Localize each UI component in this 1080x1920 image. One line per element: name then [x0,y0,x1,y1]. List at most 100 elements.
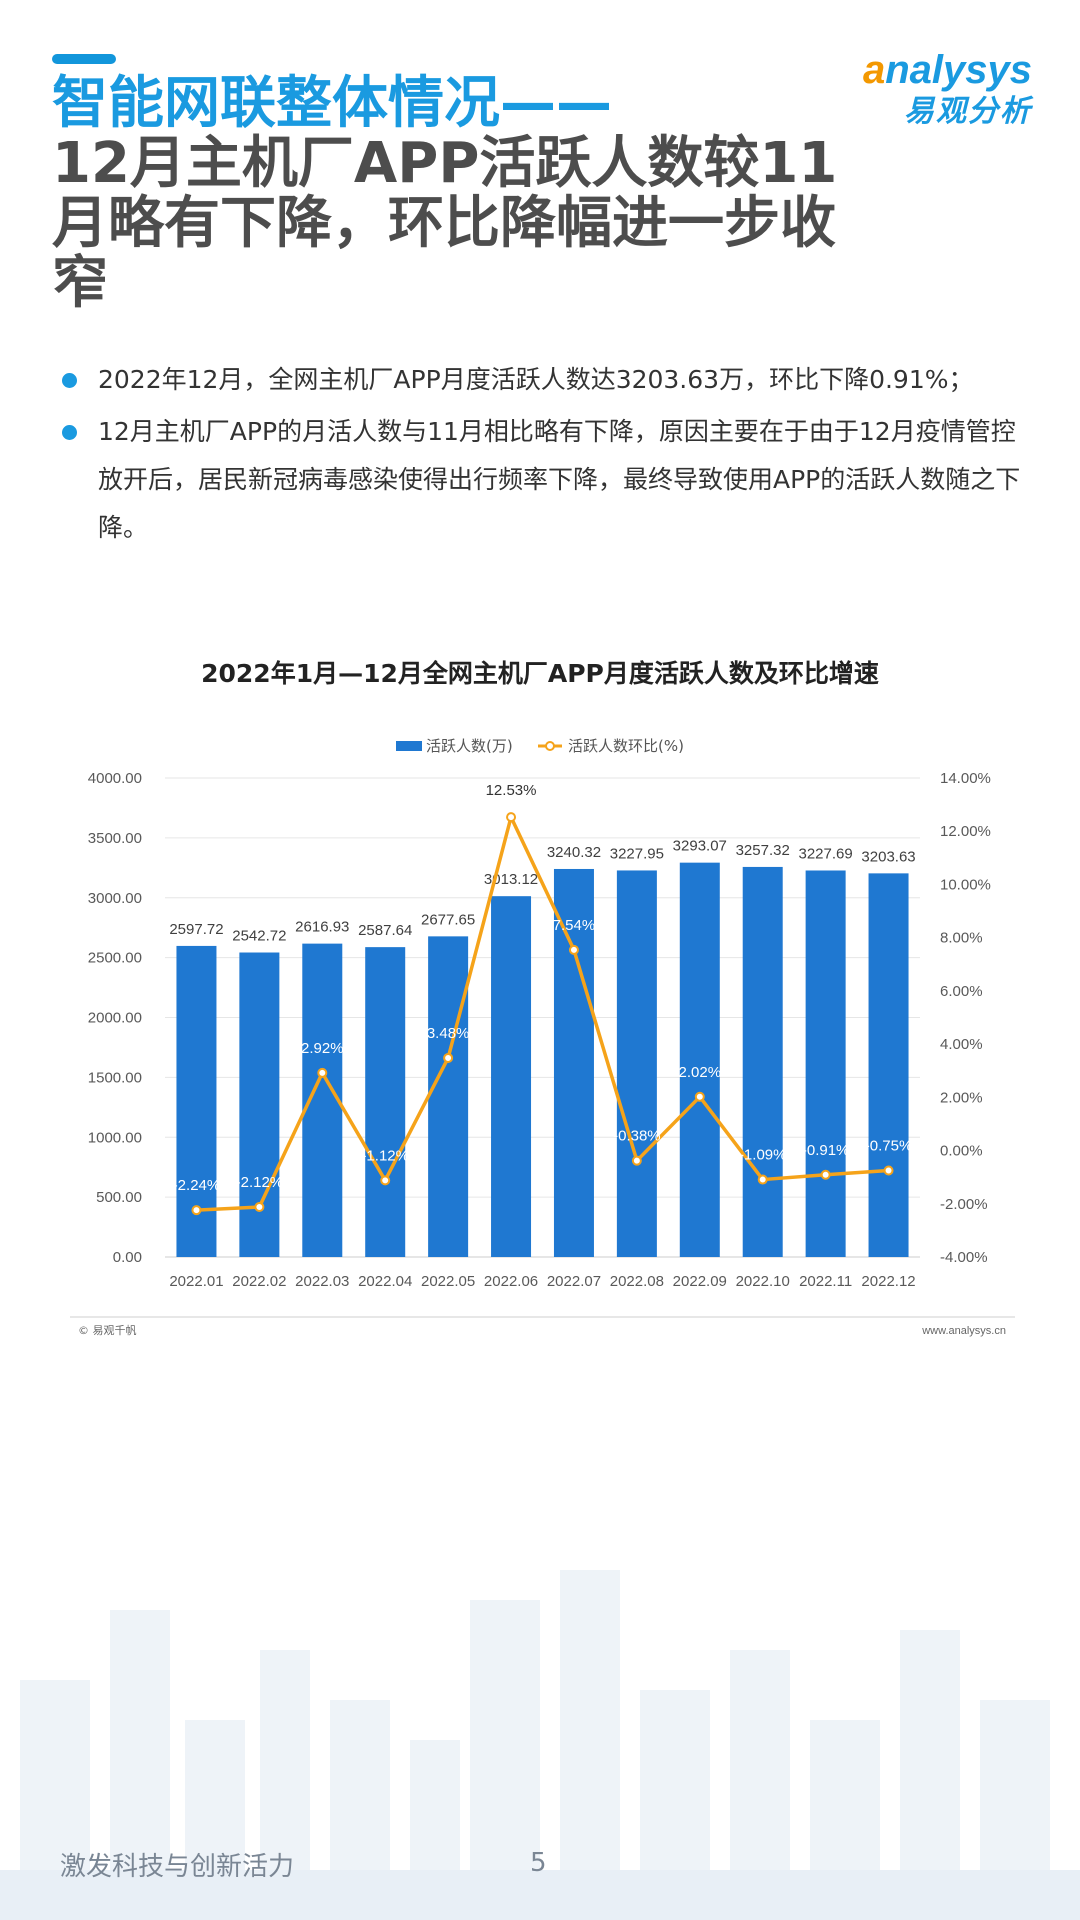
bar-value-label: 2677.65 [421,911,475,928]
growth-point [757,1174,768,1185]
analysys-logo: analysys 易观分析 [832,48,1032,138]
logo-english: analysys [862,48,1032,92]
bar-value-label: 2587.64 [358,922,412,939]
bar-value-label: 3257.32 [736,842,790,859]
chart-source-left: © 易观千帆 [78,1323,137,1337]
logo-chinese: 易观分析 [904,94,1032,129]
left-axis-tick-label: 3500.00 [88,830,142,847]
growth-point [191,1205,202,1216]
legend-bar-swatch [396,741,422,751]
x-axis-tick-label: 2022.11 [799,1273,852,1290]
chart-source-right: www.analysys.cn [921,1325,1006,1337]
x-axis-tick-label: 2022.12 [861,1273,915,1290]
summary-bullets: 2022年12月，全网主机厂APP月度活跃人数达3203.63万，环比下降0.9… [60,356,1030,556]
bar [553,868,594,1257]
growth-value-label: 7.54% [553,917,596,934]
x-axis-tick-label: 2022.06 [484,1273,538,1290]
growth-point [820,1169,831,1180]
bar-value-label: 3293.07 [673,838,727,855]
growth-point [631,1155,642,1166]
right-axis-tick-label: -2.00% [940,1196,988,1213]
left-axis-tick-label: 500.00 [96,1189,142,1206]
x-axis-tick-label: 2022.04 [358,1273,412,1290]
bar-value-label: 2597.72 [169,921,223,938]
right-axis-tick-label: 6.00% [940,983,983,1000]
growth-point [380,1175,391,1186]
growth-value-label: 12.53% [486,782,537,799]
right-axis-tick-label: 14.00% [940,770,991,787]
left-axis-tick-label: 4000.00 [88,770,142,787]
x-axis-tick-label: 2022.01 [169,1273,223,1290]
x-axis-tick-label: 2022.08 [610,1273,664,1290]
chart-title: 2022年1月—12月全网主机厂APP月度活跃人数及环比增速 [201,659,879,688]
bar-value-label: 3240.32 [547,844,601,861]
growth-value-label: -0.75% [865,1138,913,1155]
right-axis-tick-label: 0.00% [940,1143,983,1160]
right-axis-tick-label: -4.00% [940,1249,988,1266]
left-axis-tick-label: 1500.00 [88,1069,142,1086]
page-title-line1: 智能网联整体情况—— [52,71,612,136]
growth-point [883,1165,894,1176]
bullet-item: 2022年12月，全网主机厂APP月度活跃人数达3203.63万，环比下降0.9… [60,356,1030,404]
right-axis-tick-label: 2.00% [940,1089,983,1106]
bar-value-label: 3227.69 [799,845,853,862]
bar-value-label: 2542.72 [232,928,286,945]
bar [176,945,217,1257]
growth-value-label: -0.91% [802,1142,850,1159]
bullet-text: 2022年12月，全网主机厂APP月度活跃人数达3203.63万，环比下降0.9… [98,365,974,394]
growth-line [196,815,889,1212]
growth-point [254,1201,265,1212]
growth-point [317,1067,328,1078]
growth-value-label: -1.12% [361,1147,409,1164]
growth-point [506,812,517,823]
bullet-dot-icon [62,425,77,440]
legend-line-marker [545,741,555,751]
title-accent-bar [52,54,116,64]
footer-slogan: 激发科技与创新活力 [60,1852,295,1882]
x-axis-tick-label: 2022.07 [547,1273,601,1290]
bar-value-label: 3203.63 [861,848,915,865]
bar [679,862,720,1257]
right-axis-tick-label: 4.00% [940,1036,983,1053]
growth-point [568,944,579,955]
bullet-item: 12月主机厂APP的月活人数与11月相比略有下降，原因主要在于由于12月疫情管控… [60,408,1030,552]
legend-line-label: 活跃人数环比(%) [568,737,684,755]
right-axis-tick-label: 12.00% [940,823,991,840]
bullet-text: 12月主机厂APP的月活人数与11月相比略有下降，原因主要在于由于12月疫情管控… [98,417,1021,542]
left-axis-tick-label: 1000.00 [88,1129,142,1146]
x-axis-tick-label: 2022.09 [673,1273,727,1290]
left-axis-tick-label: 2000.00 [88,1010,142,1027]
growth-value-label: -2.12% [236,1174,284,1191]
page-number: 5 [530,1848,547,1878]
page-title-rest: 12月主机厂APP活跃人数较11月略有下降，环比降幅进一步收窄 [52,131,838,316]
bar [868,873,909,1257]
x-axis-tick-label: 2022.03 [295,1273,349,1290]
growth-point [443,1052,454,1063]
right-axis-tick-label: 8.00% [940,930,983,947]
bar [742,866,783,1257]
bar [491,896,532,1257]
growth-value-label: 2.02% [679,1064,722,1081]
left-axis-tick-label: 2500.00 [88,950,142,967]
right-axis-tick-label: 10.00% [940,876,991,893]
bar [365,947,406,1257]
page-title: 智能网联整体情况—— 12月主机厂APP活跃人数较11月略有下降，环比降幅进一步… [52,74,852,314]
left-axis-tick-label: 3000.00 [88,890,142,907]
growth-value-label: -2.24% [173,1177,221,1194]
growth-value-label: -0.38% [613,1128,661,1145]
bar [616,870,657,1257]
growth-value-label: 3.48% [427,1025,470,1042]
x-axis-tick-label: 2022.10 [736,1273,790,1290]
bullet-dot-icon [62,373,77,388]
city-skyline-decoration [0,1570,1080,1920]
bar [805,870,846,1257]
growth-value-label: 2.92% [301,1040,344,1057]
left-axis-tick-label: 0.00 [113,1249,142,1266]
legend-bar-label: 活跃人数(万) [426,737,513,755]
x-axis-tick-label: 2022.05 [421,1273,475,1290]
growth-value-label: -1.09% [739,1147,787,1164]
x-axis-tick-label: 2022.02 [232,1273,286,1290]
bar-value-label: 3227.95 [610,845,664,862]
growth-point [694,1091,705,1102]
